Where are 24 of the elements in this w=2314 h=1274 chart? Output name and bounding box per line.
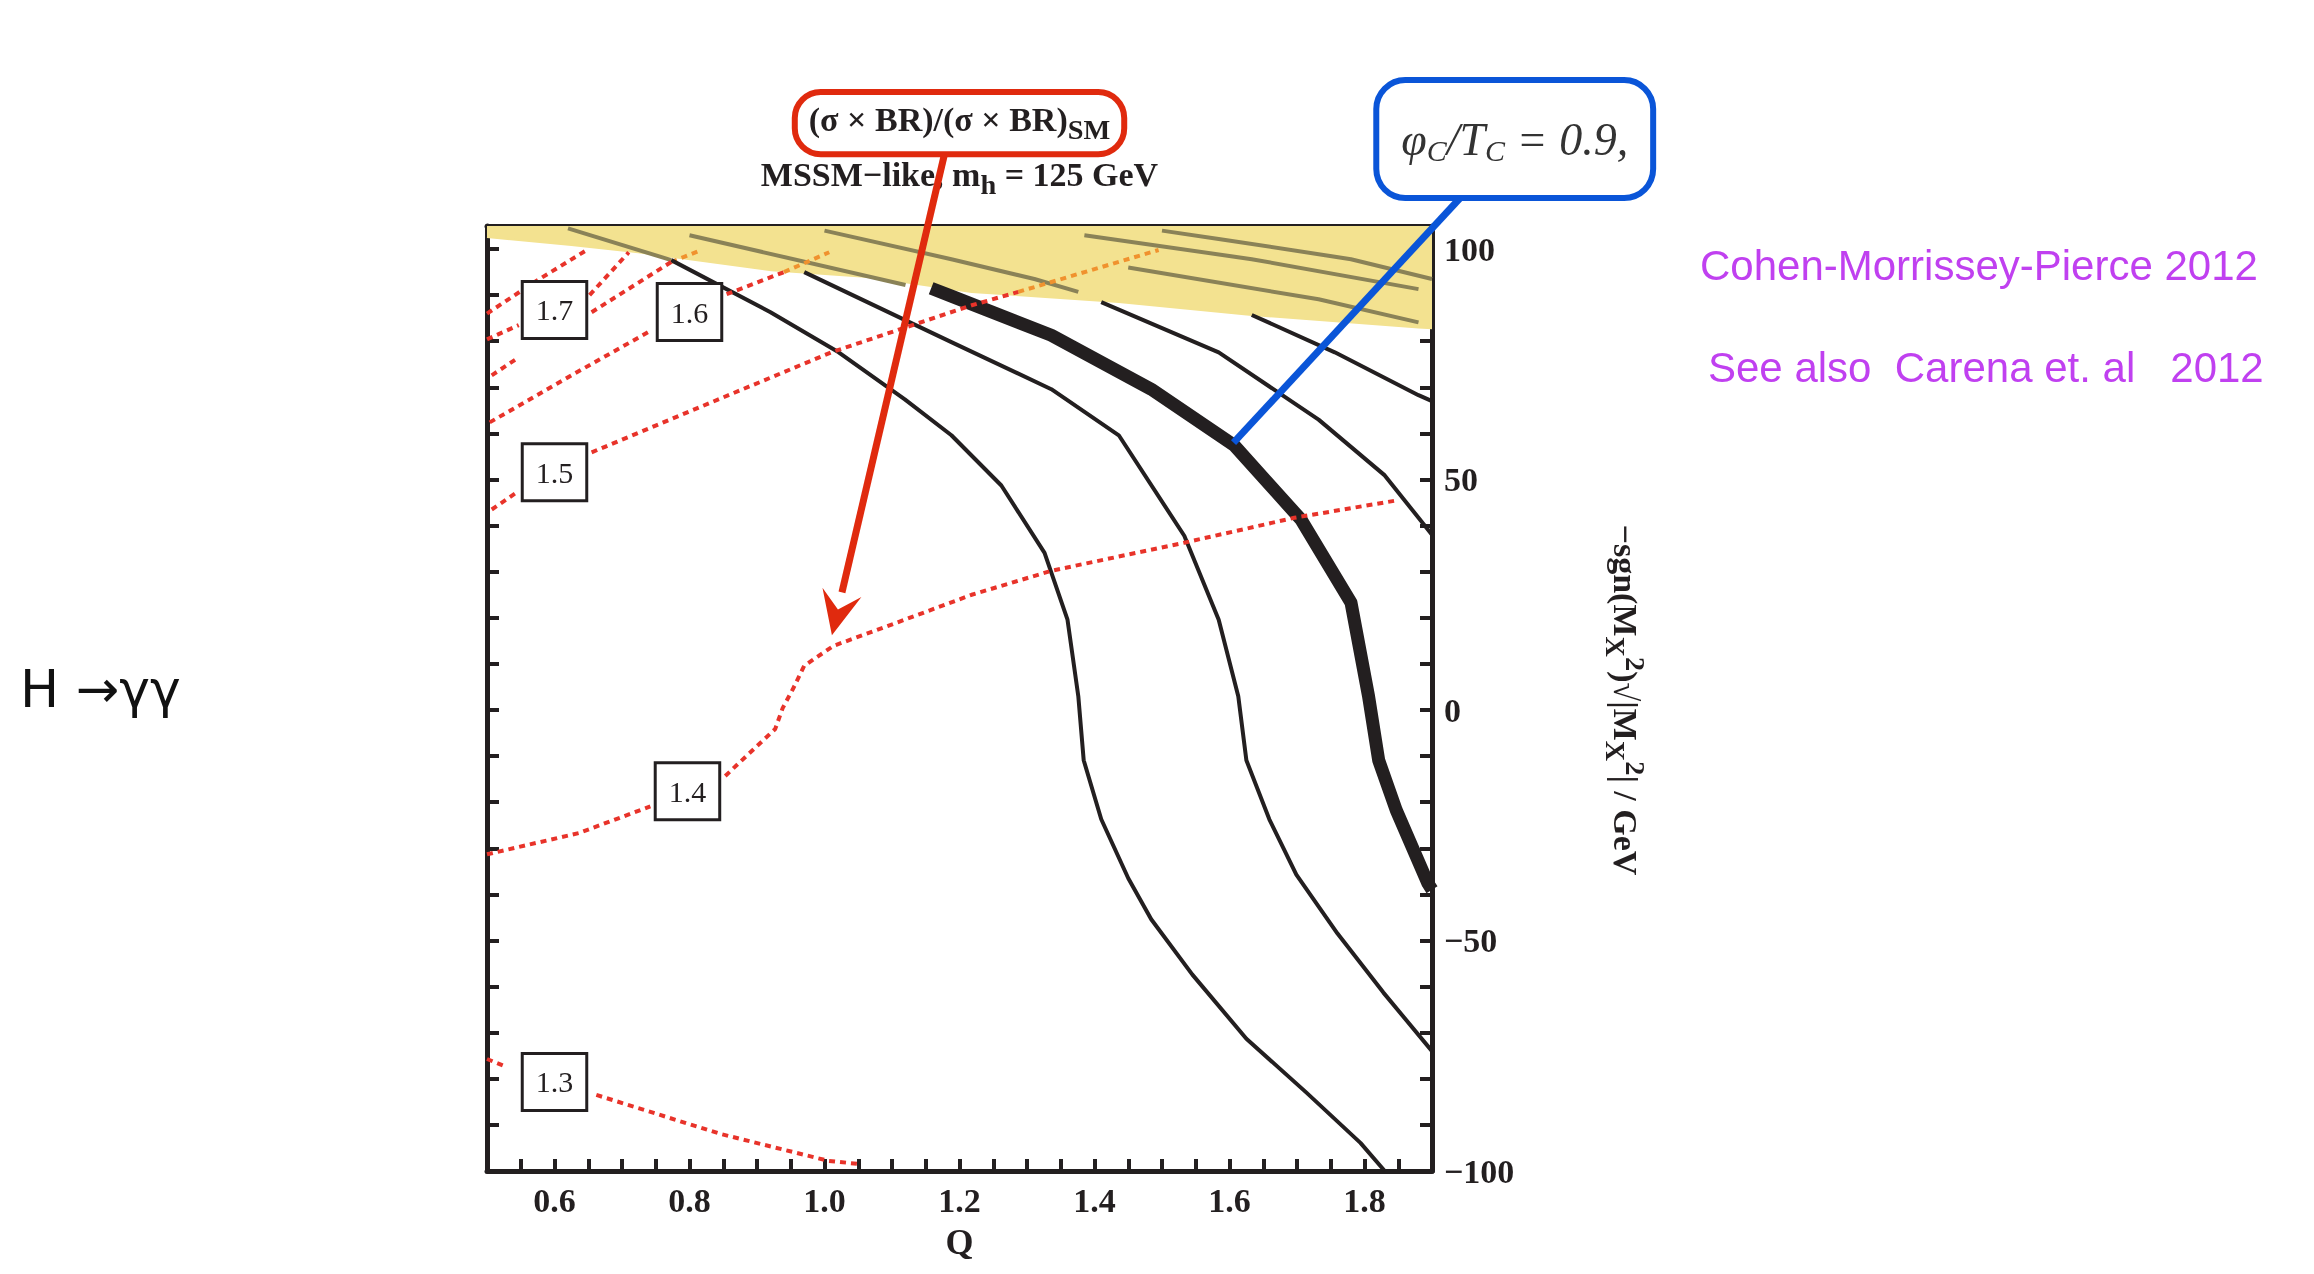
text: Cohen-Morrissey-Pierce 2012 (1700, 242, 2258, 291)
y-tick-label: −50 (1444, 922, 1498, 960)
series-label: 1.3 (535, 1065, 574, 1099)
x-tick-label: 1.2 (938, 1181, 981, 1219)
x-tick-label: 1.4 (1073, 1181, 1116, 1219)
x-tick-label: 1.0 (803, 1181, 846, 1219)
x-tick-label: 1.8 (1343, 1181, 1386, 1219)
text: See also Carena et. al 2012 (1708, 344, 2264, 393)
series-label: 1.5 (535, 455, 574, 489)
text: H →γγ (20, 659, 181, 720)
chart-title: (σ × BR)/(σ × BR)$_{SM}$ (808, 100, 1111, 147)
series-label: 1.6 (670, 295, 709, 329)
series-label: 1.7 (535, 293, 574, 327)
y-tick-label: 0 (1444, 691, 1461, 729)
x-tick-label: 0.8 (668, 1181, 711, 1219)
y-tick-label: 50 (1444, 461, 1478, 499)
x-tick-label: 0.6 (533, 1181, 576, 1219)
line-series (822, 228, 1081, 294)
line-series (1160, 228, 1434, 282)
x-axis-title: Q (945, 1222, 974, 1264)
series-label: 1.4 (668, 774, 707, 808)
y-tick-label: 100 (1444, 230, 1495, 268)
x-tick-label: 1.6 (1208, 1181, 1251, 1219)
y-tick-label: −100 (1444, 1152, 1515, 1190)
